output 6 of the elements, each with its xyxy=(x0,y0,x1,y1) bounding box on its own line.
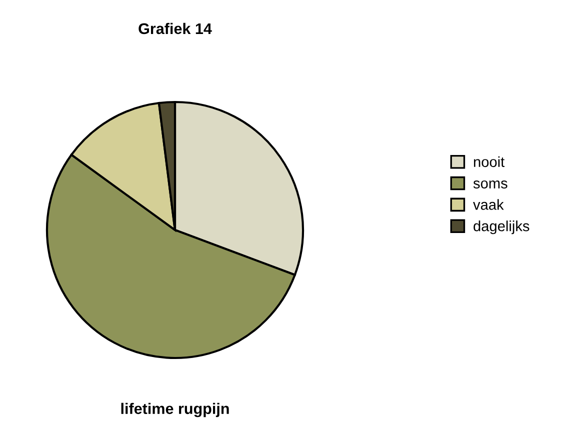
legend-label: nooit xyxy=(474,156,505,168)
chart-title: Grafiek 14 xyxy=(138,22,212,34)
text: lifetime rugpijn xyxy=(121,402,229,418)
legend-label: vaak xyxy=(473,199,504,210)
legend-label: dagelijks xyxy=(474,220,530,234)
legend-label: soms xyxy=(473,180,508,188)
